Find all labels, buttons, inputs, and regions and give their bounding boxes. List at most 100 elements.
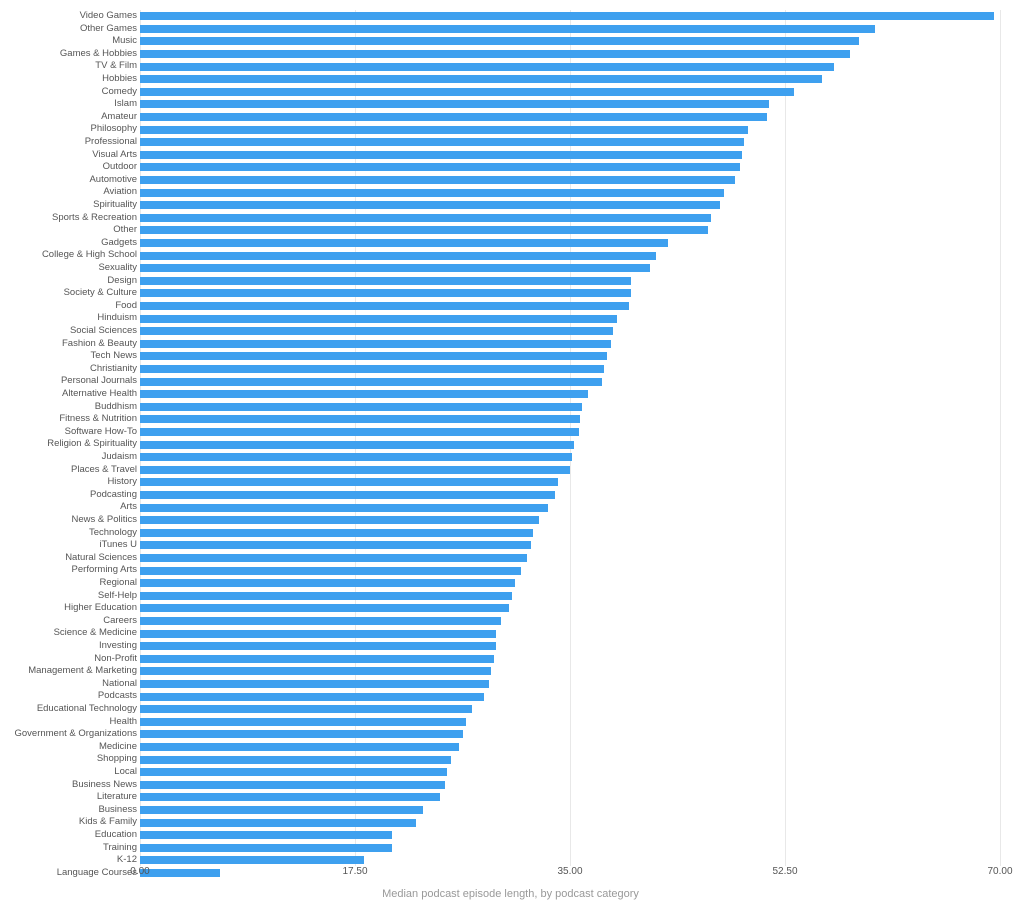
category-label: Tech News xyxy=(2,350,137,363)
category-label: Alternative Health xyxy=(2,388,137,401)
bar-row xyxy=(140,161,1000,174)
bar xyxy=(140,201,720,209)
bar-row xyxy=(140,514,1000,527)
bar-row xyxy=(140,464,1000,477)
bar xyxy=(140,869,220,877)
bar-row xyxy=(140,48,1000,61)
bar xyxy=(140,768,447,776)
bar-row xyxy=(140,842,1000,855)
bar-row xyxy=(140,829,1000,842)
bar-row xyxy=(140,564,1000,577)
bar xyxy=(140,226,708,234)
category-label: National xyxy=(2,678,137,691)
bar-row xyxy=(140,186,1000,199)
category-label: Judaism xyxy=(2,451,137,464)
bar xyxy=(140,592,512,600)
category-label: Hobbies xyxy=(2,73,137,86)
category-label: Christianity xyxy=(2,363,137,376)
category-label: Comedy xyxy=(2,86,137,99)
bar-row xyxy=(140,350,1000,363)
category-label: Self-Help xyxy=(2,590,137,603)
category-label: Higher Education xyxy=(2,602,137,615)
category-label: Management & Marketing xyxy=(2,665,137,678)
category-label: Amateur xyxy=(2,111,137,124)
bar-row xyxy=(140,590,1000,603)
category-label: Non-Profit xyxy=(2,653,137,666)
category-label: Philosophy xyxy=(2,123,137,136)
bar-row xyxy=(140,451,1000,464)
bar-row xyxy=(140,149,1000,162)
category-label: Games & Hobbies xyxy=(2,48,137,61)
bar-row xyxy=(140,779,1000,792)
category-label: Personal Journals xyxy=(2,375,137,388)
bar-row xyxy=(140,539,1000,552)
bar-row xyxy=(140,501,1000,514)
bar-row xyxy=(140,577,1000,590)
bar xyxy=(140,667,491,675)
category-label: College & High School xyxy=(2,249,137,262)
bar xyxy=(140,315,617,323)
category-label: Society & Culture xyxy=(2,287,137,300)
category-label: Visual Arts xyxy=(2,149,137,162)
bar-row xyxy=(140,728,1000,741)
bar xyxy=(140,239,668,247)
bar xyxy=(140,138,744,146)
bar xyxy=(140,516,539,524)
category-label: Business News xyxy=(2,779,137,792)
bar-row xyxy=(140,275,1000,288)
category-label: Other xyxy=(2,224,137,237)
bar xyxy=(140,579,515,587)
bar-row xyxy=(140,363,1000,376)
category-label: Science & Medicine xyxy=(2,627,137,640)
bar-row xyxy=(140,136,1000,149)
category-label: Sexuality xyxy=(2,262,137,275)
bar xyxy=(140,88,794,96)
podcast-length-chart: Median podcast episode length, by podcas… xyxy=(0,0,1021,912)
bar xyxy=(140,478,558,486)
bar-row xyxy=(140,10,1000,23)
bar xyxy=(140,176,735,184)
bar-row xyxy=(140,816,1000,829)
bar xyxy=(140,365,604,373)
bar-row xyxy=(140,212,1000,225)
category-label: Health xyxy=(2,716,137,729)
bar-row xyxy=(140,237,1000,250)
category-label: History xyxy=(2,476,137,489)
bar xyxy=(140,390,588,398)
category-label: K-12 xyxy=(2,854,137,867)
bar xyxy=(140,75,822,83)
category-label: Places & Travel xyxy=(2,464,137,477)
category-label: iTunes U xyxy=(2,539,137,552)
bar-row xyxy=(140,766,1000,779)
bar-row xyxy=(140,312,1000,325)
bar-row xyxy=(140,60,1000,73)
category-label: Shopping xyxy=(2,753,137,766)
bar xyxy=(140,554,527,562)
bar xyxy=(140,415,580,423)
category-label: Language Courses xyxy=(2,867,137,880)
bar xyxy=(140,781,445,789)
bar xyxy=(140,214,711,222)
category-label: Business xyxy=(2,804,137,817)
category-label: News & Politics xyxy=(2,514,137,527)
category-label: Fashion & Beauty xyxy=(2,338,137,351)
category-label: Food xyxy=(2,300,137,313)
bar xyxy=(140,630,496,638)
bar xyxy=(140,793,440,801)
bar xyxy=(140,567,521,575)
bar xyxy=(140,100,769,108)
gridline xyxy=(1000,10,1001,866)
bar xyxy=(140,302,629,310)
category-label: Careers xyxy=(2,615,137,628)
bar-row xyxy=(140,262,1000,275)
bar-row xyxy=(140,300,1000,313)
bar-row xyxy=(140,86,1000,99)
category-label: Social Sciences xyxy=(2,325,137,338)
bar xyxy=(140,541,531,549)
x-tick-label: 17.50 xyxy=(342,866,367,877)
bar xyxy=(140,163,740,171)
bar-row xyxy=(140,552,1000,565)
bar xyxy=(140,289,631,297)
bar xyxy=(140,252,656,260)
category-label: Local xyxy=(2,766,137,779)
